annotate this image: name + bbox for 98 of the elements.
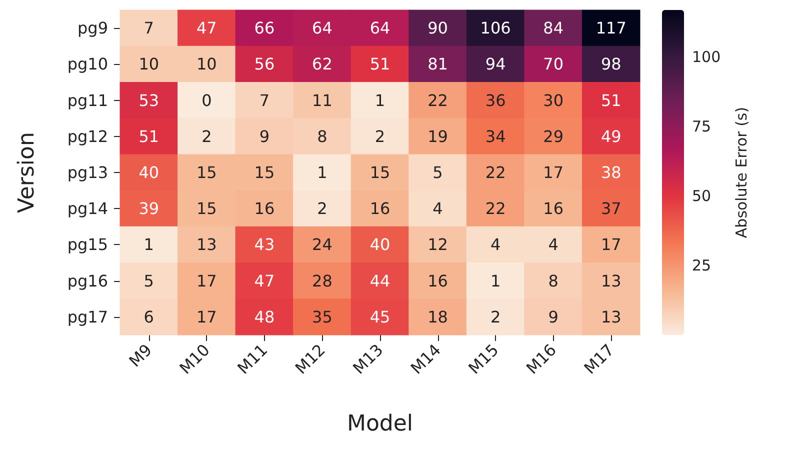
data-label: 47 [254, 271, 275, 290]
data-label: 30 [543, 90, 564, 110]
data-label: 1 [144, 235, 154, 254]
data-label: 1 [374, 90, 386, 110]
data-label: 106 [480, 18, 511, 38]
data-label: 64 [312, 18, 332, 38]
data-label: 9 [548, 307, 558, 326]
y-tick-label: pg14 [67, 199, 108, 218]
data-label: 2 [490, 307, 501, 326]
color-bar-title: Absolute Error (s) [732, 106, 750, 238]
data-label: 39 [138, 199, 160, 218]
data-label: 51 [370, 54, 390, 74]
x-tick-label: M9 [125, 340, 156, 371]
data-label: 15 [196, 199, 217, 218]
data-label: 56 [254, 54, 275, 74]
y-tick-label: pg12 [67, 126, 108, 146]
data-label: 7 [259, 90, 270, 110]
data-label: 22 [428, 90, 448, 110]
data-label: 81 [428, 54, 448, 74]
data-label: 28 [312, 271, 332, 290]
y-tick-label: pg17 [67, 307, 108, 326]
data-label: 9 [259, 126, 270, 146]
data-label: 40 [370, 235, 390, 254]
y-tick-label: pg9 [78, 18, 108, 38]
data-label: 17 [196, 307, 217, 326]
data-label: 19 [428, 126, 448, 146]
data-label: 4 [490, 235, 501, 254]
data-label: 22 [485, 199, 506, 218]
data-label: 35 [312, 307, 332, 326]
data-label: 5 [432, 163, 443, 182]
data-label: 16 [254, 199, 275, 218]
data-label: 4 [432, 199, 443, 218]
data-label: 64 [370, 18, 390, 38]
data-label: 0 [202, 90, 212, 110]
data-label: 4 [548, 235, 558, 254]
data-label: 38 [600, 163, 622, 182]
data-label: 48 [254, 307, 275, 326]
y-tick-label: pg10 [67, 54, 108, 74]
data-label: 84 [543, 18, 564, 38]
data-label: 16 [428, 271, 448, 290]
data-label: 40 [138, 163, 160, 182]
data-label: 22 [485, 163, 506, 182]
data-label: 94 [485, 54, 506, 74]
data-label: 5 [144, 271, 154, 290]
data-label: 117 [596, 18, 626, 38]
data-label: 2 [374, 126, 386, 146]
data-label: 90 [428, 18, 448, 38]
data-label: 62 [312, 54, 332, 74]
data-label: 16 [543, 199, 564, 218]
data-label: 1 [490, 271, 501, 290]
y-tick-label: pg13 [67, 163, 108, 182]
y-tick-label: pg11 [67, 90, 108, 110]
data-label: 6 [144, 307, 154, 326]
data-label: 24 [312, 235, 332, 254]
data-label: 51 [138, 126, 160, 146]
data-label: 15 [254, 163, 275, 182]
color-bar-label: 75 [692, 118, 712, 136]
data-label: 45 [370, 307, 390, 326]
data-label: 2 [317, 199, 328, 218]
data-label: 18 [428, 307, 448, 326]
data-label: 51 [600, 90, 622, 110]
y-axis-title: Version [14, 132, 40, 213]
data-label: 12 [428, 235, 448, 254]
y-tick-label: pg16 [67, 271, 108, 290]
data-label: 70 [543, 54, 564, 74]
y-tick-label: pg15 [67, 235, 108, 254]
data-label: 37 [600, 199, 622, 218]
data-label: 47 [196, 18, 217, 38]
data-label: 34 [485, 126, 506, 146]
data-label: 10 [138, 54, 160, 74]
data-label: 13 [600, 271, 622, 290]
data-label: 13 [600, 307, 622, 326]
data-label: 8 [317, 126, 328, 146]
data-label: 49 [600, 126, 622, 146]
data-label: 16 [370, 199, 390, 218]
data-label: 53 [138, 90, 160, 110]
data-label: 17 [600, 235, 622, 254]
data-label: 7 [144, 18, 154, 38]
data-label: 44 [370, 271, 390, 290]
data-label: 13 [196, 235, 217, 254]
data-label: 15 [370, 163, 390, 182]
data-label: 10 [196, 54, 217, 74]
data-label: 66 [254, 18, 275, 38]
color-bar-label: 25 [692, 256, 712, 275]
data-label: 36 [485, 90, 506, 110]
data-label: 43 [254, 235, 275, 254]
data-label: 29 [543, 126, 564, 146]
data-label: 11 [312, 90, 332, 110]
color-bar-label: 50 [692, 187, 712, 206]
data-label: 1 [317, 163, 328, 182]
data-label: 2 [202, 126, 212, 146]
color-bar-label: 100 [692, 48, 721, 66]
data-label: 17 [543, 163, 564, 182]
data-label: 15 [196, 163, 217, 182]
data-label: 8 [548, 271, 558, 290]
data-label: 17 [196, 271, 217, 290]
x-axis-title: Model [346, 412, 414, 436]
data-label: 98 [600, 54, 622, 74]
